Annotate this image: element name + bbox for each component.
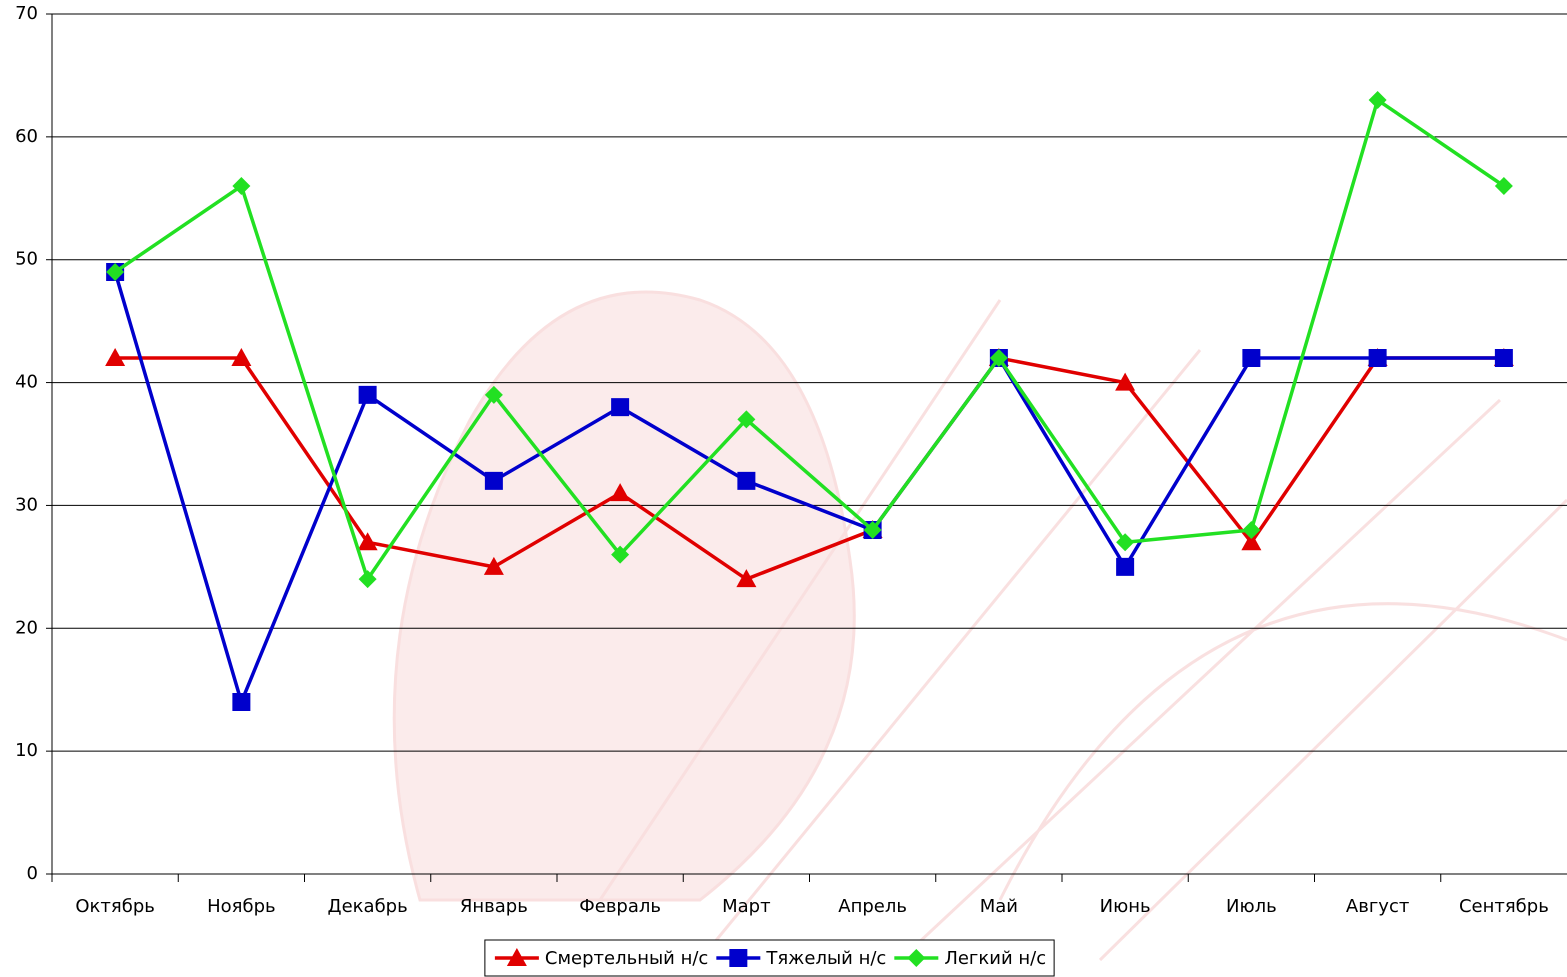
marker xyxy=(610,483,631,502)
x-tick-label: Май xyxy=(980,896,1018,917)
marker xyxy=(1115,372,1136,391)
marker xyxy=(357,532,378,551)
marker xyxy=(1368,91,1387,109)
marker xyxy=(1116,557,1135,576)
legend-box xyxy=(484,939,1055,977)
marker xyxy=(907,949,926,967)
marker xyxy=(358,385,377,404)
x-tick-label: Октябрь xyxy=(75,896,155,917)
marker xyxy=(1116,533,1135,552)
x-tick-label: Февраль xyxy=(579,896,661,917)
marker xyxy=(737,471,756,490)
marker xyxy=(483,556,504,575)
marker xyxy=(863,521,882,539)
y-tick-label: 50 xyxy=(15,249,38,270)
marker xyxy=(231,348,252,366)
marker xyxy=(1242,349,1261,367)
marker xyxy=(106,263,125,281)
y-tick-label: 70 xyxy=(15,3,38,24)
y-tick-label: 0 xyxy=(27,863,38,884)
y-tick-label: 40 xyxy=(15,372,38,393)
marker xyxy=(358,570,377,589)
x-tick-label: Ноябрь xyxy=(207,896,276,917)
marker xyxy=(1241,532,1262,551)
x-tick-label: Январь xyxy=(460,896,528,917)
x-tick-label: Август xyxy=(1346,896,1409,917)
legend-label: Тяжелый н/с xyxy=(765,948,886,969)
x-tick-label: Июль xyxy=(1226,896,1277,917)
y-tick-label: 20 xyxy=(15,617,38,638)
legend: Смертельный н/с Тяжелый н/с Легкий н/с xyxy=(484,939,1055,977)
marker xyxy=(232,177,251,195)
x-tick-label: Декабрь xyxy=(328,896,408,917)
x-tick-label: Апрель xyxy=(838,896,907,917)
marker xyxy=(989,349,1008,367)
marker xyxy=(105,348,126,366)
marker xyxy=(729,949,748,967)
marker xyxy=(611,545,630,564)
marker xyxy=(232,693,251,711)
y-tick-label: 60 xyxy=(15,126,38,147)
y-tick-label: 30 xyxy=(15,494,38,515)
watermark xyxy=(392,290,1567,962)
legend-label: Легкий н/с xyxy=(944,948,1046,969)
x-tick-label: Сентябрь xyxy=(1459,896,1549,917)
x-tick-label: Июнь xyxy=(1100,896,1151,917)
marker xyxy=(737,410,756,429)
legend-label: Смертельный н/с xyxy=(545,948,708,969)
marker xyxy=(484,471,503,490)
y-tick-label: 10 xyxy=(15,740,38,761)
series-line xyxy=(114,97,1505,584)
marker xyxy=(736,569,757,588)
marker xyxy=(506,948,527,966)
marker xyxy=(1494,349,1513,367)
marker xyxy=(611,398,630,417)
series-line xyxy=(113,271,1504,708)
marker xyxy=(1494,177,1513,195)
marker xyxy=(1242,521,1261,539)
x-tick-label: Март xyxy=(722,896,770,917)
marker xyxy=(484,385,503,404)
marker xyxy=(1368,349,1387,367)
